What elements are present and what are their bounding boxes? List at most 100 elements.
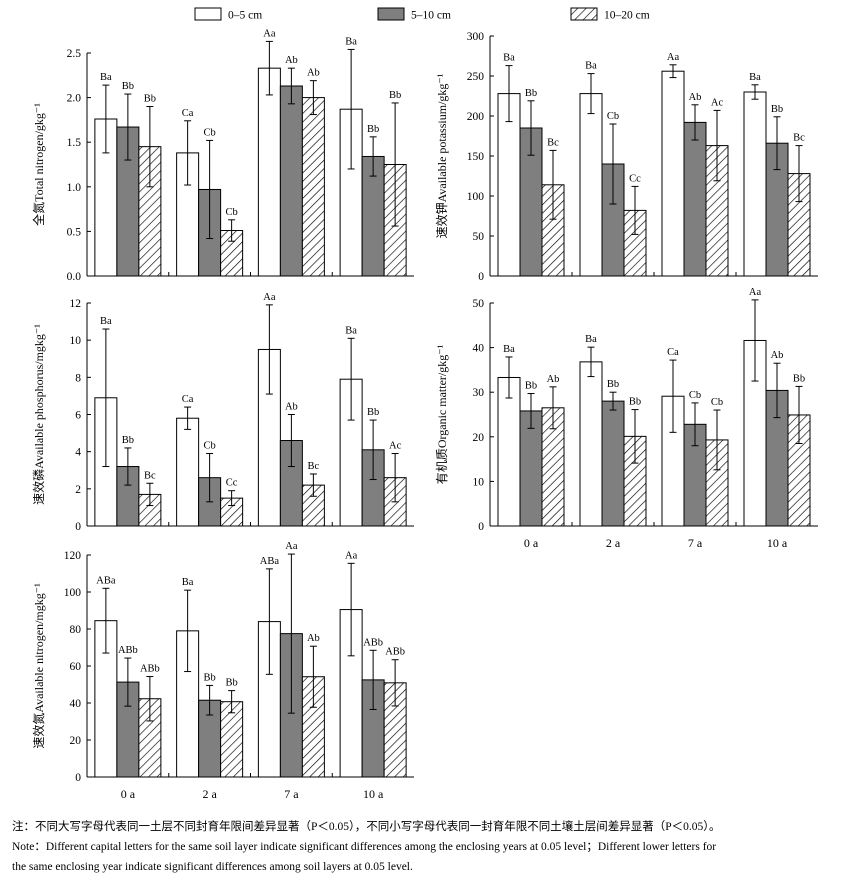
note-english-line1: Note：Different capital letters for the s… bbox=[12, 841, 717, 853]
significance-label: Bb bbox=[122, 81, 134, 92]
bar bbox=[176, 417, 200, 527]
significance-label: Ac bbox=[389, 441, 402, 452]
significance-label: Ba bbox=[100, 72, 112, 83]
bar bbox=[279, 85, 303, 277]
chart-panel-3: 0 2 4 6 8 10 12 速效磷Available phosphorus/mgkg⁻¹ B… bbox=[31, 292, 414, 533]
significance-label: ABa bbox=[260, 556, 280, 567]
significance-label: Ba bbox=[503, 344, 515, 355]
y-tick-label: 0.5 bbox=[67, 226, 82, 238]
note-english-line2: the same enclosing year indicate signifi… bbox=[12, 861, 413, 873]
significance-label: Bc bbox=[144, 470, 156, 481]
significance-label: Ba bbox=[345, 36, 357, 47]
y-tick-label: 40 bbox=[70, 698, 82, 710]
significance-label: Aa bbox=[263, 292, 276, 303]
y-axis-label: 速效磷Available phosphorus/mgkg⁻¹ bbox=[31, 324, 46, 505]
significance-label: Ba bbox=[503, 53, 515, 64]
legend-swatch bbox=[194, 7, 222, 21]
significance-label: Ab bbox=[307, 68, 320, 79]
y-tick-label: 4 bbox=[75, 447, 81, 459]
significance-label: Bc bbox=[308, 461, 320, 472]
y-axis-label: 全氮Total nitrogen/gkg⁻¹ bbox=[31, 103, 46, 226]
y-tick-label: 0 bbox=[478, 521, 484, 533]
significance-label: Ab bbox=[307, 633, 320, 644]
y-tick-label: 20 bbox=[473, 432, 485, 444]
legend-item-3: 10–20 cm bbox=[570, 7, 650, 22]
legend-swatch bbox=[570, 7, 598, 21]
significance-label: Aa bbox=[749, 287, 762, 298]
y-tick-label: 30 bbox=[473, 387, 485, 399]
significance-label: Cb bbox=[689, 390, 701, 401]
legend-label: 0–5 cm bbox=[228, 10, 262, 22]
significance-label: Bc bbox=[547, 137, 559, 148]
y-tick-label: 200 bbox=[467, 111, 485, 123]
y-tick-label: 1.5 bbox=[67, 137, 82, 149]
significance-label: Bb bbox=[144, 94, 156, 105]
bar bbox=[683, 121, 707, 277]
significance-label: ABb bbox=[363, 637, 383, 648]
y-tick-label: 100 bbox=[467, 191, 485, 203]
bar bbox=[579, 93, 603, 277]
significance-label: Cb bbox=[225, 207, 237, 218]
x-tick-label: 10 a bbox=[363, 787, 384, 801]
bar bbox=[497, 376, 521, 527]
significance-label: ABa bbox=[96, 575, 116, 586]
significance-label: Ba bbox=[345, 325, 357, 336]
significance-label: Bb bbox=[389, 90, 401, 101]
y-tick-label: 150 bbox=[467, 151, 485, 163]
significance-label: Ca bbox=[667, 347, 679, 358]
y-tick-label: 2.5 bbox=[67, 48, 82, 60]
y-tick-label: 6 bbox=[75, 410, 81, 422]
y-tick-label: 1.0 bbox=[67, 182, 82, 194]
significance-label: ABb bbox=[140, 664, 160, 675]
y-axis-label: 有机质Organic matter/gkg⁻¹ bbox=[435, 344, 449, 484]
significance-label: Ba bbox=[585, 334, 597, 345]
chart-panel-4: 0 10 20 30 40 50 有机质Organic matter/gkg⁻¹ 0 a 2 a… bbox=[435, 287, 818, 550]
y-tick-label: 0 bbox=[478, 271, 484, 283]
y-tick-label: 40 bbox=[473, 343, 485, 355]
x-tick-label: 2 a bbox=[606, 536, 621, 550]
y-tick-label: 0 bbox=[75, 521, 81, 533]
significance-label: Bb bbox=[367, 407, 379, 418]
bar bbox=[661, 70, 685, 277]
legend-label: 10–20 cm bbox=[604, 10, 650, 22]
bar bbox=[257, 67, 281, 277]
significance-label: Bb bbox=[629, 397, 641, 408]
chart-panel-5: 0 20 40 60 80 100 120 速效氮Available nitrogen/mgk… bbox=[31, 541, 414, 801]
y-tick-label: 100 bbox=[64, 587, 82, 599]
x-tick-label: 7 a bbox=[688, 536, 703, 550]
y-tick-label: 8 bbox=[75, 372, 81, 384]
y-tick-label: 10 bbox=[70, 335, 82, 347]
bar bbox=[579, 361, 603, 527]
significance-label: Ca bbox=[182, 394, 194, 405]
significance-label: Cb bbox=[203, 441, 215, 452]
y-tick-label: 10 bbox=[473, 476, 485, 488]
significance-label: Ab bbox=[285, 55, 298, 66]
significance-label: Bb bbox=[203, 672, 215, 683]
y-axis-label: 速效钾Available potassium/gkg⁻¹ bbox=[434, 73, 449, 238]
chart-panels: 0.0 0.5 1.0 1.5 2.0 2.5 全氮Total nitrogen/gkg⁻¹… bbox=[31, 28, 818, 801]
y-tick-label: 50 bbox=[473, 231, 485, 243]
significance-label: Aa bbox=[263, 28, 276, 39]
y-tick-label: 50 bbox=[473, 298, 485, 310]
significance-label: Bb bbox=[607, 379, 619, 390]
x-tick-label: 0 a bbox=[524, 536, 539, 550]
significance-label: Bb bbox=[367, 124, 379, 135]
significance-label: Ba bbox=[749, 72, 761, 83]
significance-label: Ab bbox=[285, 402, 298, 413]
significance-label: Bc bbox=[793, 133, 805, 144]
x-tick-label: 0 a bbox=[121, 787, 136, 801]
legend-swatch bbox=[377, 7, 405, 21]
y-tick-label: 20 bbox=[70, 735, 82, 747]
significance-label: Aa bbox=[667, 52, 680, 63]
y-tick-label: 300 bbox=[467, 31, 485, 43]
legend: 0–5 cm 5–10 cm 10–20 cm bbox=[194, 7, 650, 22]
significance-label: Ca bbox=[182, 108, 194, 119]
significance-label: Ac bbox=[711, 97, 724, 108]
y-tick-label: 120 bbox=[64, 550, 82, 562]
significance-label: Cb bbox=[203, 127, 215, 138]
y-tick-label: 80 bbox=[70, 624, 82, 636]
significance-label: Cc bbox=[629, 173, 641, 184]
significance-label: Bb bbox=[225, 678, 237, 689]
significance-label: Ab bbox=[771, 350, 784, 361]
